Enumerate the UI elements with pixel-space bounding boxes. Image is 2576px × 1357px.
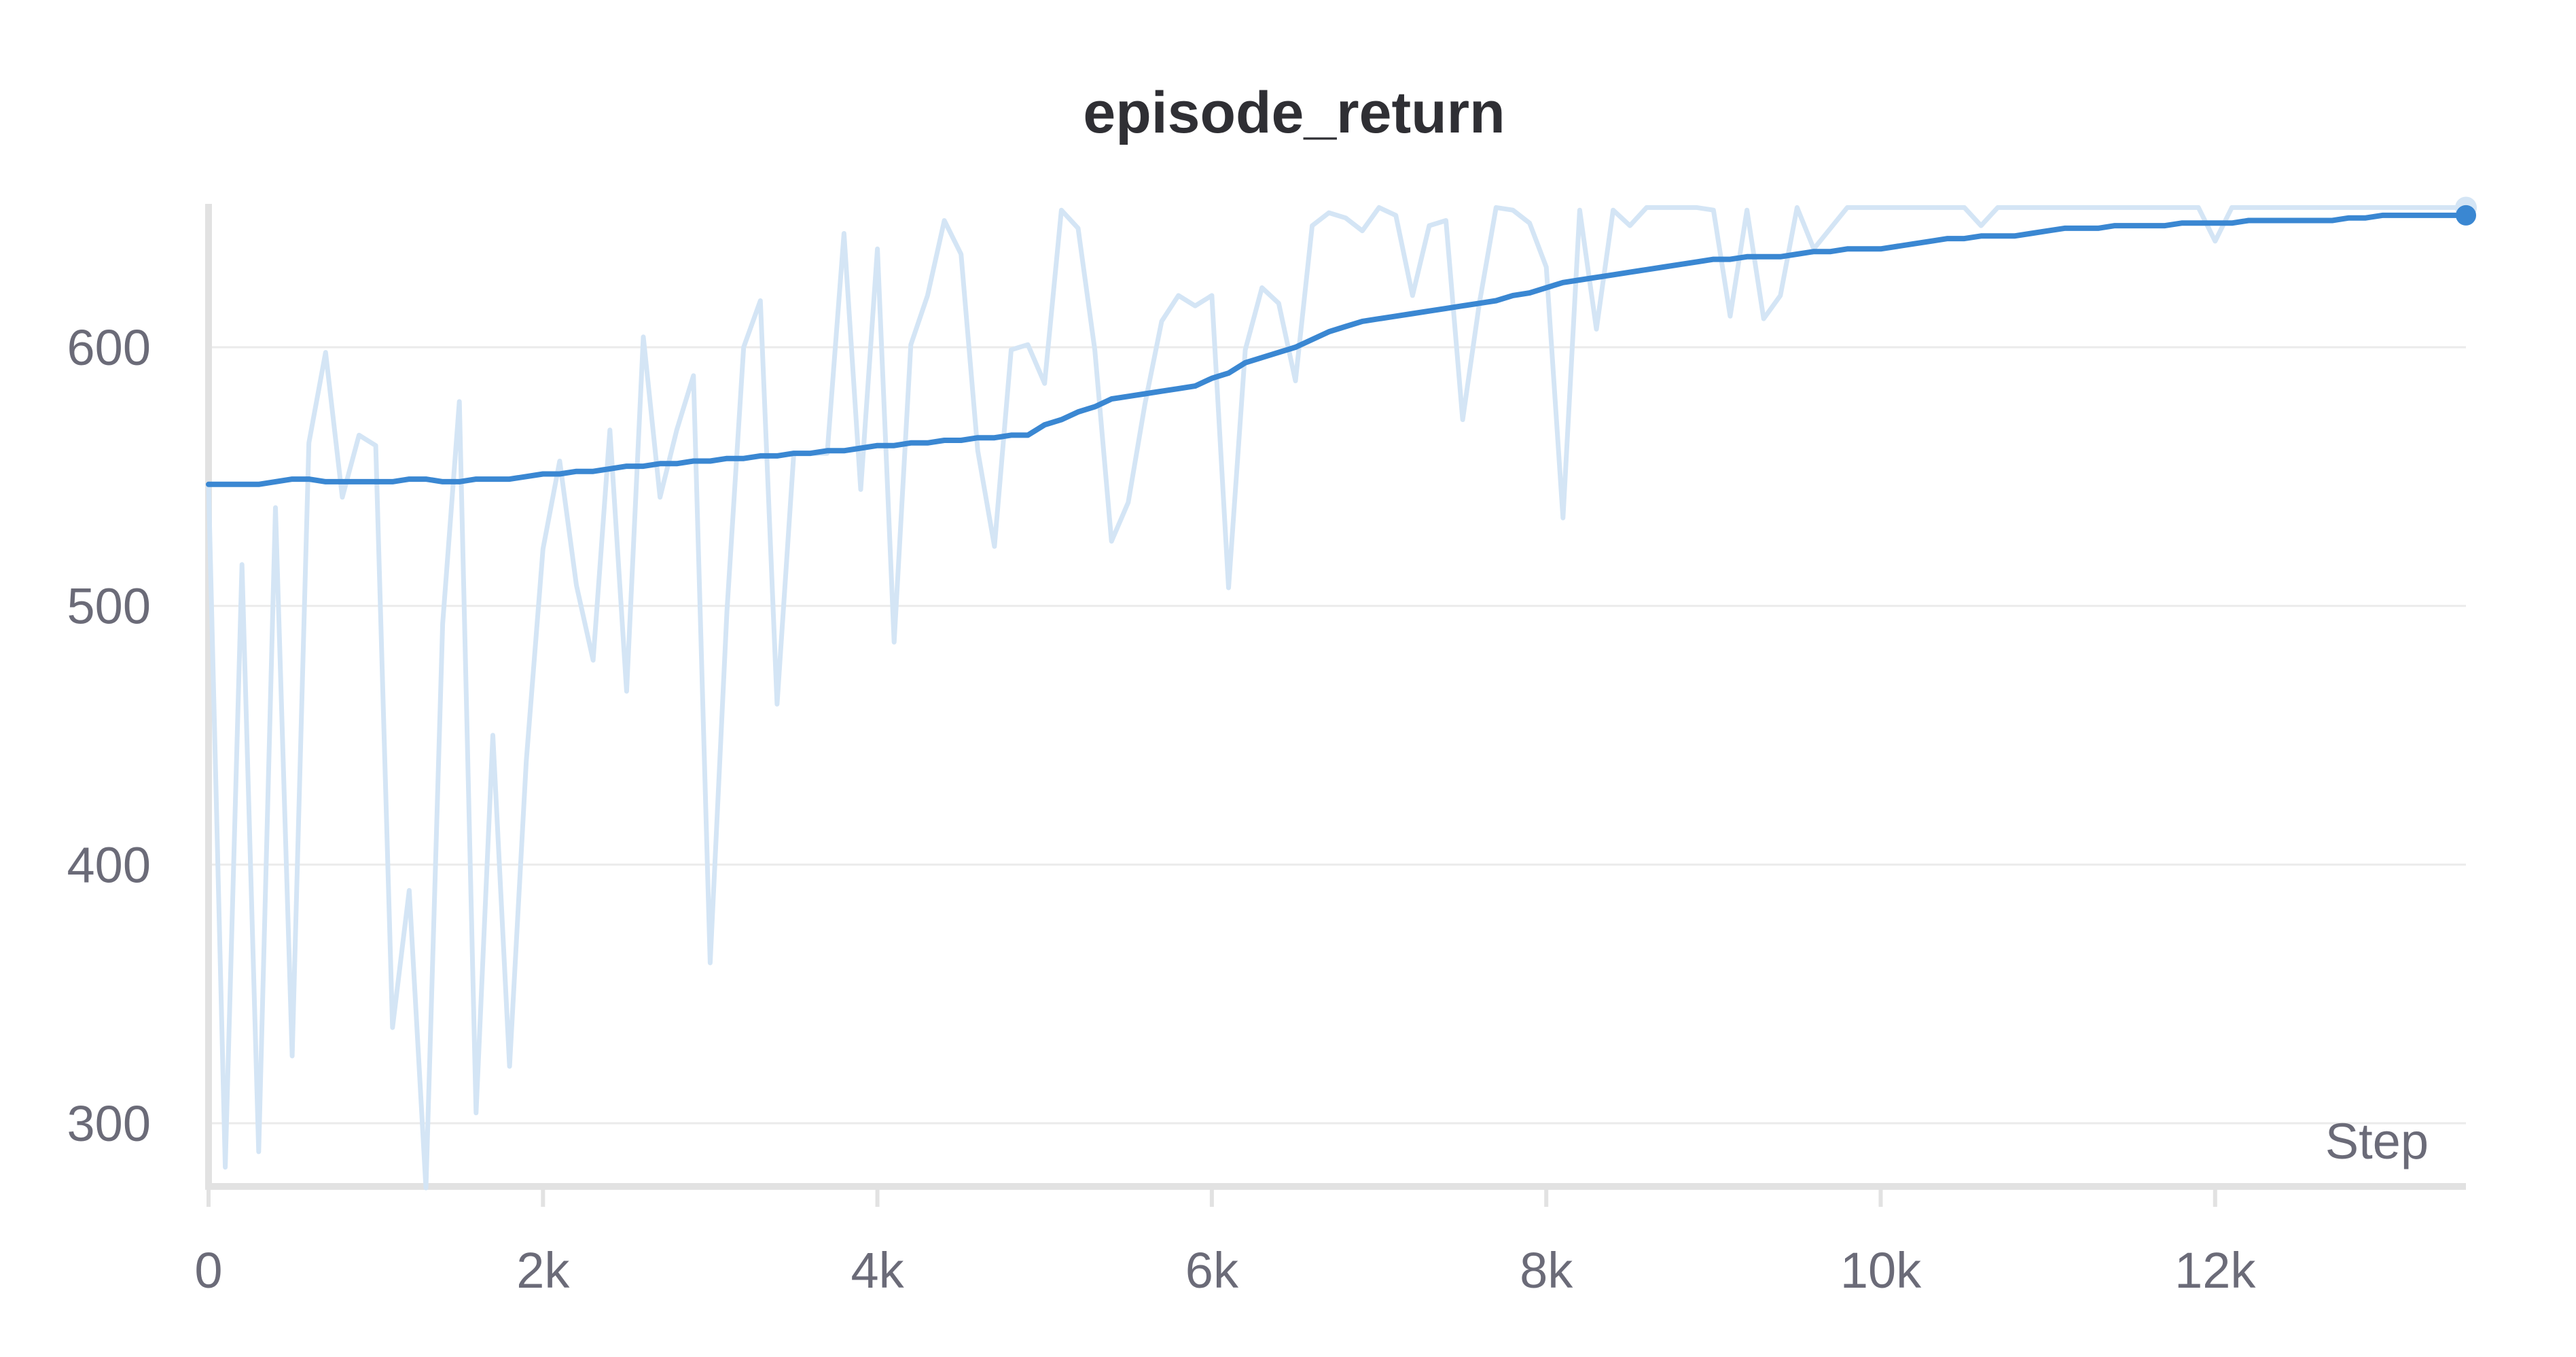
grid-layer xyxy=(205,204,2466,1190)
x-tick-layer: 0 2k 4k 6k 8k 10k 12k xyxy=(194,1186,2256,1299)
x-tick-label: 2k xyxy=(516,1242,570,1299)
series-layer xyxy=(206,196,2477,1191)
smoothed-end-marker xyxy=(2456,205,2476,226)
y-tick-label: 600 xyxy=(67,319,151,376)
x-axis-title: Step xyxy=(2325,1113,2429,1169)
x-tick-label: 8k xyxy=(1520,1242,1573,1299)
chart-title: episode_return xyxy=(1083,80,1505,145)
y-tick-label: 500 xyxy=(67,578,151,635)
y-tick-label: 300 xyxy=(67,1095,151,1152)
raw-series-line xyxy=(206,205,2469,1191)
x-tick-label: 0 xyxy=(194,1242,222,1299)
x-tick-label: 12k xyxy=(2175,1242,2256,1299)
x-tick-label: 4k xyxy=(851,1242,905,1299)
y-tick-layer: 300 400 500 600 xyxy=(67,319,151,1152)
smoothed-series-line xyxy=(206,212,2469,487)
x-tick-label: 6k xyxy=(1185,1242,1239,1299)
x-tick-label: 10k xyxy=(1840,1242,1922,1299)
y-tick-label: 400 xyxy=(67,836,151,893)
